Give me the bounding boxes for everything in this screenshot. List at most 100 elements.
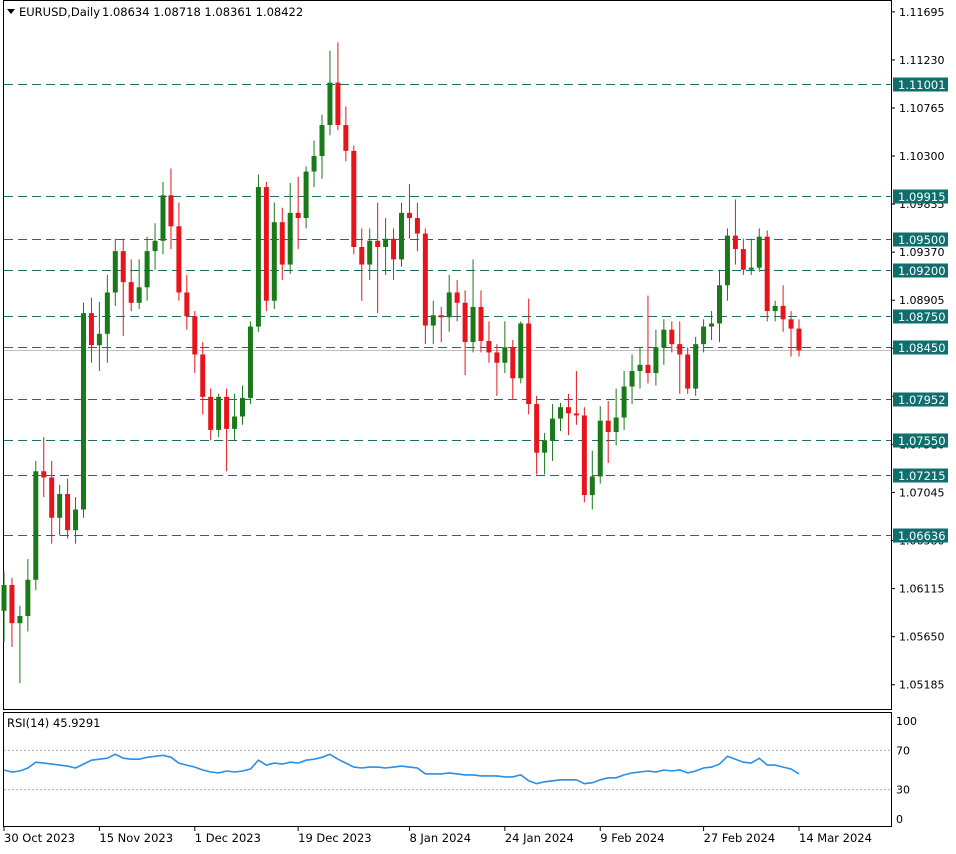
candle-body — [462, 302, 468, 343]
candle-body — [717, 285, 722, 324]
rsi-layer: 100 70 30 0 — [3, 715, 917, 826]
candle-body — [224, 396, 230, 429]
level-label-box — [893, 340, 948, 355]
candle-body — [565, 407, 571, 414]
candle-body — [271, 222, 277, 301]
candle-body — [25, 579, 31, 616]
candle-body — [621, 386, 627, 418]
candle-body — [494, 352, 500, 363]
candle-body — [605, 420, 611, 433]
candle-body — [558, 407, 563, 419]
candle-body — [510, 347, 516, 379]
time-tick-label: 14 Mar 2024 — [799, 831, 872, 845]
level-label-box — [893, 77, 948, 92]
candle-body — [669, 329, 675, 345]
levels-layer — [4, 84, 891, 536]
candle-body — [502, 347, 508, 363]
candle-body — [724, 235, 730, 286]
candle-body — [470, 306, 476, 343]
candle-body — [629, 371, 635, 387]
rsi-panel-frame — [3, 712, 892, 827]
price-panel-frame — [3, 0, 892, 710]
price-tick-label: 1.11230 — [899, 54, 945, 67]
candle-body — [613, 417, 619, 433]
level-label-box — [893, 189, 948, 204]
price-tick-label: 1.05650 — [899, 631, 945, 644]
level-label-box — [893, 232, 948, 247]
price-tick-label: 1.10300 — [899, 150, 945, 163]
candle-body — [701, 326, 707, 345]
candle-body — [279, 222, 285, 265]
level-label: 1.09915 — [898, 190, 946, 204]
level-label-box — [893, 528, 948, 543]
candle-body — [176, 226, 182, 293]
symbol-dropdown-icon[interactable] — [7, 9, 15, 14]
price-tick-label: 1.05185 — [899, 679, 945, 692]
price-tick-label: 1.07045 — [899, 486, 945, 499]
time-tick-label: 30 Oct 2023 — [4, 831, 75, 845]
candle-body — [597, 420, 603, 477]
candle-body — [208, 396, 214, 430]
candle-body — [295, 212, 301, 219]
candle-body — [367, 240, 373, 265]
time-tick-label: 24 Jan 2024 — [505, 831, 574, 845]
time-tick-label: 27 Feb 2024 — [704, 831, 776, 845]
candle-body — [550, 418, 556, 441]
level-label: 1.09200 — [898, 264, 946, 278]
candles-layer — [1, 42, 802, 684]
time-tick-label: 8 Jan 2024 — [409, 831, 471, 845]
rsi-tick-label: 100 — [896, 715, 917, 728]
candle-body — [287, 212, 293, 265]
rsi-tick-label: 30 — [896, 784, 910, 797]
chart-symbol: EURUSD,Daily — [19, 5, 100, 19]
candle-body — [796, 328, 802, 351]
candle-body — [335, 82, 341, 126]
time-tick-label: 1 Dec 2023 — [195, 831, 261, 845]
candle-body — [303, 171, 309, 219]
level-label: 1.08450 — [898, 341, 946, 355]
candle-body — [41, 471, 47, 478]
candle-body — [343, 125, 349, 151]
candle-body — [709, 323, 715, 327]
level-label: 1.08750 — [898, 310, 946, 324]
candle-body — [589, 476, 595, 496]
candle-body — [685, 354, 691, 389]
price-tick-label: 1.11695 — [899, 6, 945, 19]
candle-body — [319, 125, 325, 157]
candle-body — [120, 251, 126, 283]
candle-body — [311, 156, 317, 172]
candle-body — [168, 195, 174, 227]
candle-body — [486, 341, 492, 353]
level-labels-layer: 1.11001 1.09915 1.09500 1.09200 1.08750 1.084… — [893, 77, 948, 543]
rsi-label: RSI(14) 45.9291 — [7, 716, 101, 730]
candle-body — [375, 240, 381, 247]
candle-body — [732, 235, 738, 250]
candle-body — [184, 292, 190, 317]
candle-body — [740, 249, 746, 270]
candle-body — [144, 251, 150, 288]
candle-body — [454, 292, 460, 303]
level-label-box — [893, 468, 948, 483]
candle-body — [1, 584, 7, 611]
candle-body — [359, 246, 365, 265]
candle-body — [160, 195, 166, 241]
price-tick-label: 1.09370 — [899, 246, 945, 259]
level-label: 1.06636 — [898, 529, 946, 543]
level-label-box — [893, 263, 948, 278]
level-label: 1.07550 — [898, 434, 946, 448]
candle-body — [17, 615, 23, 624]
candle-body — [637, 364, 643, 372]
candle-body — [764, 236, 770, 312]
candle-body — [200, 354, 206, 397]
rsi-line — [3, 753, 800, 785]
level-label: 1.07952 — [898, 393, 946, 407]
candle-body — [399, 212, 404, 260]
candle-body — [112, 251, 118, 293]
candle-body — [406, 212, 412, 219]
candle-body — [534, 404, 540, 453]
level-label-box — [893, 433, 948, 448]
candle-body — [104, 292, 110, 334]
candle-body — [88, 313, 94, 346]
